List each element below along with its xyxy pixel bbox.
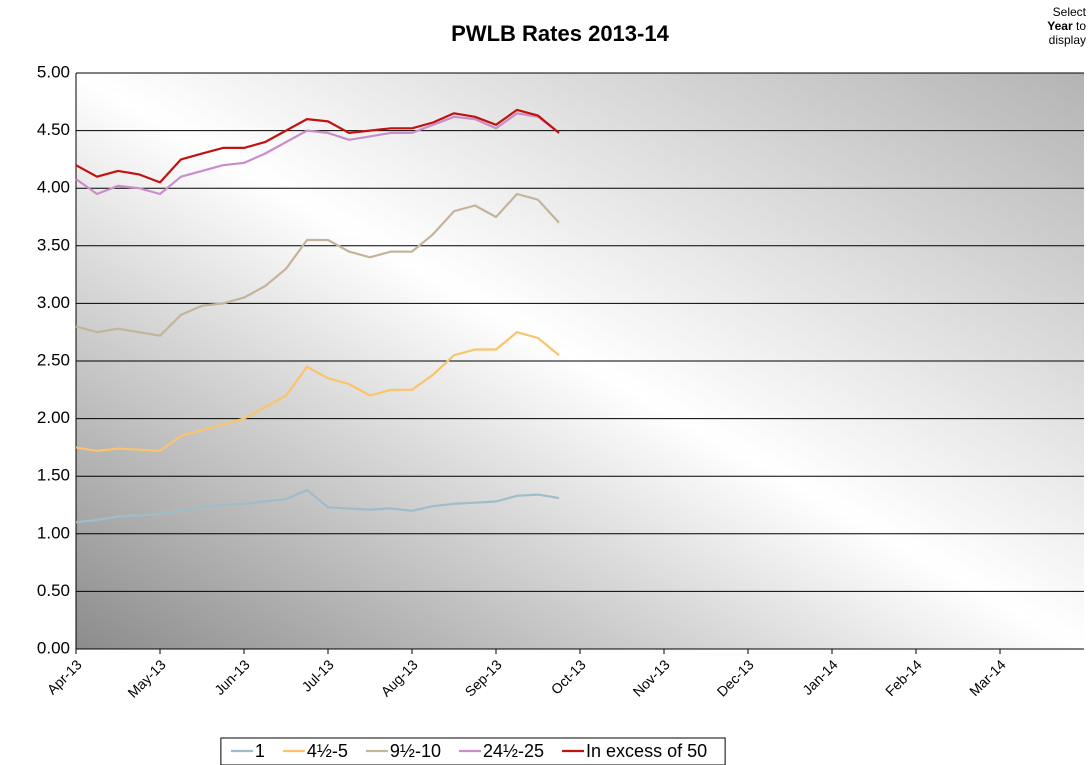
note-link[interactable]: Year bbox=[1047, 19, 1073, 33]
x-tick-label: Dec-13 bbox=[714, 656, 757, 699]
y-tick-label: 3.00 bbox=[37, 293, 70, 312]
legend: 1 4½-5 9½-10 24½-25 In excess of 50 bbox=[220, 737, 726, 765]
legend-label: 24½-25 bbox=[483, 741, 544, 761]
legend-label: 9½-10 bbox=[390, 741, 441, 761]
y-tick-label: 5.00 bbox=[37, 62, 70, 81]
series-line bbox=[75, 112, 560, 196]
x-tick-label: Feb-14 bbox=[882, 656, 925, 699]
x-tick-label: Jul-13 bbox=[298, 656, 336, 694]
x-tick-label: Apr-13 bbox=[44, 656, 85, 697]
series-line bbox=[75, 108, 560, 184]
legend-label: 1 bbox=[255, 741, 265, 761]
y-tick-label: 4.00 bbox=[37, 178, 70, 197]
y-tick-label: 1.00 bbox=[37, 523, 70, 542]
note[interactable]: Year to bbox=[1047, 19, 1086, 33]
x-tick-label: Sep-13 bbox=[461, 656, 504, 699]
note: to bbox=[1076, 19, 1086, 33]
x-tick-label: Nov-13 bbox=[630, 656, 673, 699]
note: Select bbox=[1053, 5, 1087, 19]
series-line bbox=[75, 192, 560, 337]
x-tick-label: Oct-13 bbox=[548, 656, 589, 697]
x-tick-label: Jan-14 bbox=[799, 656, 841, 698]
legend-label: In excess of 50 bbox=[586, 741, 707, 761]
y-tick-label: 0.50 bbox=[37, 581, 70, 600]
note: display bbox=[1049, 33, 1086, 47]
x-tick-label: Jun-13 bbox=[211, 656, 253, 698]
legend-label: 4½-5 bbox=[307, 741, 348, 761]
series-line bbox=[75, 488, 560, 524]
y-tick-label: 0.00 bbox=[37, 638, 70, 657]
chart-title: PWLB Rates 2013-14 bbox=[451, 21, 669, 46]
series-line bbox=[75, 331, 560, 452]
y-tick-label: 3.50 bbox=[37, 235, 70, 254]
y-tick-label: 2.00 bbox=[37, 408, 70, 427]
y-tick-label: 4.50 bbox=[37, 120, 70, 139]
x-tick-label: Mar-14 bbox=[966, 656, 1009, 699]
x-tick-label: Aug-13 bbox=[377, 656, 420, 699]
y-tick-label: 2.50 bbox=[37, 350, 70, 369]
x-tick-label: May-13 bbox=[124, 656, 168, 700]
y-tick-label: 1.50 bbox=[37, 466, 70, 485]
